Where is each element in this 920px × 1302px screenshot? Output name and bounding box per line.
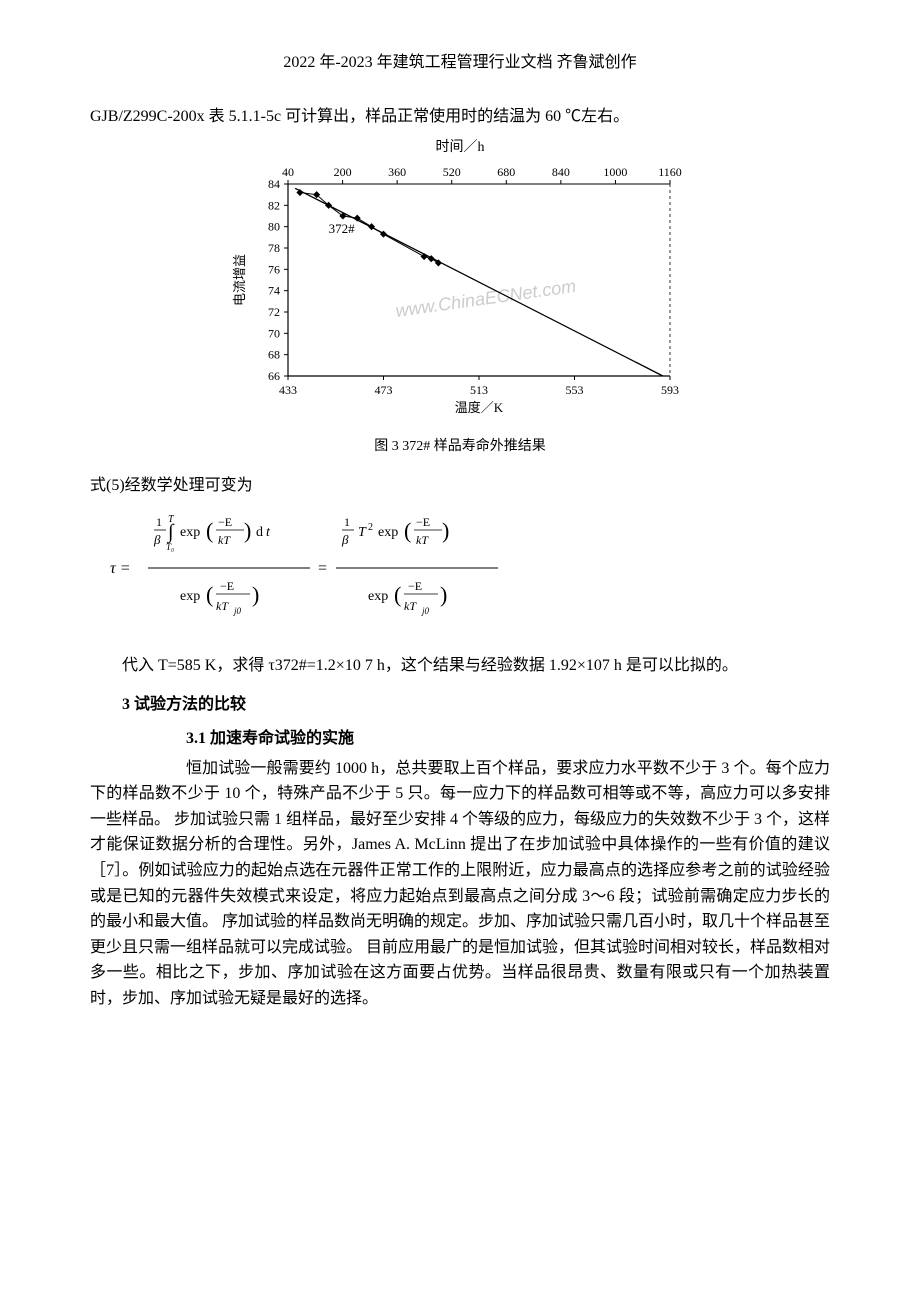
svg-text:∫: ∫ <box>166 521 175 544</box>
svg-text:70: 70 <box>268 326 280 340</box>
svg-text:1160: 1160 <box>658 165 682 179</box>
svg-text:kT: kT <box>404 599 417 613</box>
svg-text:T: T <box>358 525 367 540</box>
svg-text:553: 553 <box>566 383 584 397</box>
svg-text:j0: j0 <box>421 606 430 616</box>
svg-text:−E: −E <box>408 579 422 593</box>
chart-svg: www.ChinaECNet.com 40 200 360 520 680 840 1000 1… <box>230 162 690 422</box>
svg-text:j0: j0 <box>233 606 242 616</box>
svg-text:82: 82 <box>268 198 280 212</box>
svg-text:β: β <box>341 532 349 547</box>
svg-text:40: 40 <box>282 165 294 179</box>
svg-text:2: 2 <box>368 522 373 533</box>
svg-text:www.ChinaECNet.com: www.ChinaECNet.com <box>394 275 577 320</box>
svg-text:680: 680 <box>497 165 515 179</box>
section-3-1-text: 恒加试验一般需要约 1000 h，总共要取上百个样品，要求应力水平数不少于 3 … <box>90 756 830 1012</box>
svg-text:433: 433 <box>279 383 297 397</box>
svg-text:): ) <box>252 582 259 607</box>
svg-text:t: t <box>266 525 271 540</box>
section-3-heading: 3 试验方法的比较 <box>90 692 830 718</box>
svg-text:): ) <box>244 518 251 543</box>
svg-text:78: 78 <box>268 241 280 255</box>
svg-text:kT: kT <box>416 533 429 547</box>
svg-text:T₀: T₀ <box>166 542 174 552</box>
svg-text:72: 72 <box>268 305 280 319</box>
svg-text:593: 593 <box>661 383 679 397</box>
svg-text:): ) <box>440 582 447 607</box>
svg-text:(: ( <box>394 582 401 607</box>
figure-caption: 图 3 372# 样品寿命外推结果 <box>90 436 830 458</box>
svg-text:74: 74 <box>268 283 280 297</box>
svg-text:84: 84 <box>268 177 280 191</box>
svg-text:exp: exp <box>378 525 398 540</box>
svg-text:372#: 372# <box>329 221 356 236</box>
svg-text:=: = <box>318 560 327 577</box>
section-3-1-body: 恒加试验一般需要约 1000 h，总共要取上百个样品，要求应力水平数不少于 3 … <box>90 756 830 1012</box>
svg-text:(: ( <box>206 518 213 543</box>
svg-text:exp: exp <box>180 525 200 540</box>
svg-text:−E: −E <box>220 579 234 593</box>
equation-intro: 式(5)经数学处理可变为 <box>90 473 830 499</box>
svg-text:200: 200 <box>334 165 352 179</box>
svg-text:1: 1 <box>344 515 350 529</box>
svg-text:513: 513 <box>470 383 488 397</box>
equation-svg: τ = 1 β T ∫ T₀ exp ( −E kT ) d t exp ( −… <box>110 508 510 628</box>
svg-text:520: 520 <box>443 165 461 179</box>
svg-text:80: 80 <box>268 219 280 233</box>
svg-text:(: ( <box>404 518 411 543</box>
svg-text:(: ( <box>206 582 213 607</box>
intro-paragraph: GJB/Z299C-200x 表 5.1.1-5c 可计算出，样品正常使用时的结… <box>90 104 830 130</box>
svg-text:β: β <box>153 532 161 547</box>
svg-text:840: 840 <box>552 165 570 179</box>
equation-block: τ = 1 β T ∫ T₀ exp ( −E kT ) d t exp ( −… <box>110 508 830 637</box>
svg-text:66: 66 <box>268 369 280 383</box>
page-header: 2022 年-2023 年建筑工程管理行业文档 齐鲁斌创作 <box>90 50 830 76</box>
svg-text:1000: 1000 <box>603 165 627 179</box>
svg-text:−E: −E <box>218 515 232 529</box>
svg-text:68: 68 <box>268 347 280 361</box>
chart-container: www.ChinaECNet.com 40 200 360 520 680 840 1000 1… <box>230 162 690 422</box>
svg-text:kT: kT <box>218 533 231 547</box>
para-after-equation: 代入 T=585 K，求得 τ372#=1.2×10 7 h，这个结果与经验数据… <box>90 653 830 679</box>
svg-text:): ) <box>442 518 449 543</box>
svg-text:76: 76 <box>268 262 280 276</box>
svg-text:kT: kT <box>216 599 229 613</box>
svg-text:exp: exp <box>180 589 200 604</box>
figure-3: 时间／h www.ChinaECNet.com 40 200 360 520 680 840… <box>90 137 830 458</box>
svg-text:电流增益: 电流增益 <box>232 254 247 306</box>
svg-text:360: 360 <box>388 165 406 179</box>
figure-top-axis-label: 时间／h <box>90 137 830 159</box>
svg-text:1: 1 <box>156 515 162 529</box>
svg-text:温度／K: 温度／K <box>455 400 504 415</box>
svg-text:τ =: τ = <box>110 560 131 577</box>
svg-text:−E: −E <box>416 515 430 529</box>
svg-text:exp: exp <box>368 589 388 604</box>
svg-text:d: d <box>256 525 263 540</box>
svg-text:473: 473 <box>375 383 393 397</box>
section-3-1-heading: 3.1 加速寿命试验的实施 <box>90 726 830 752</box>
